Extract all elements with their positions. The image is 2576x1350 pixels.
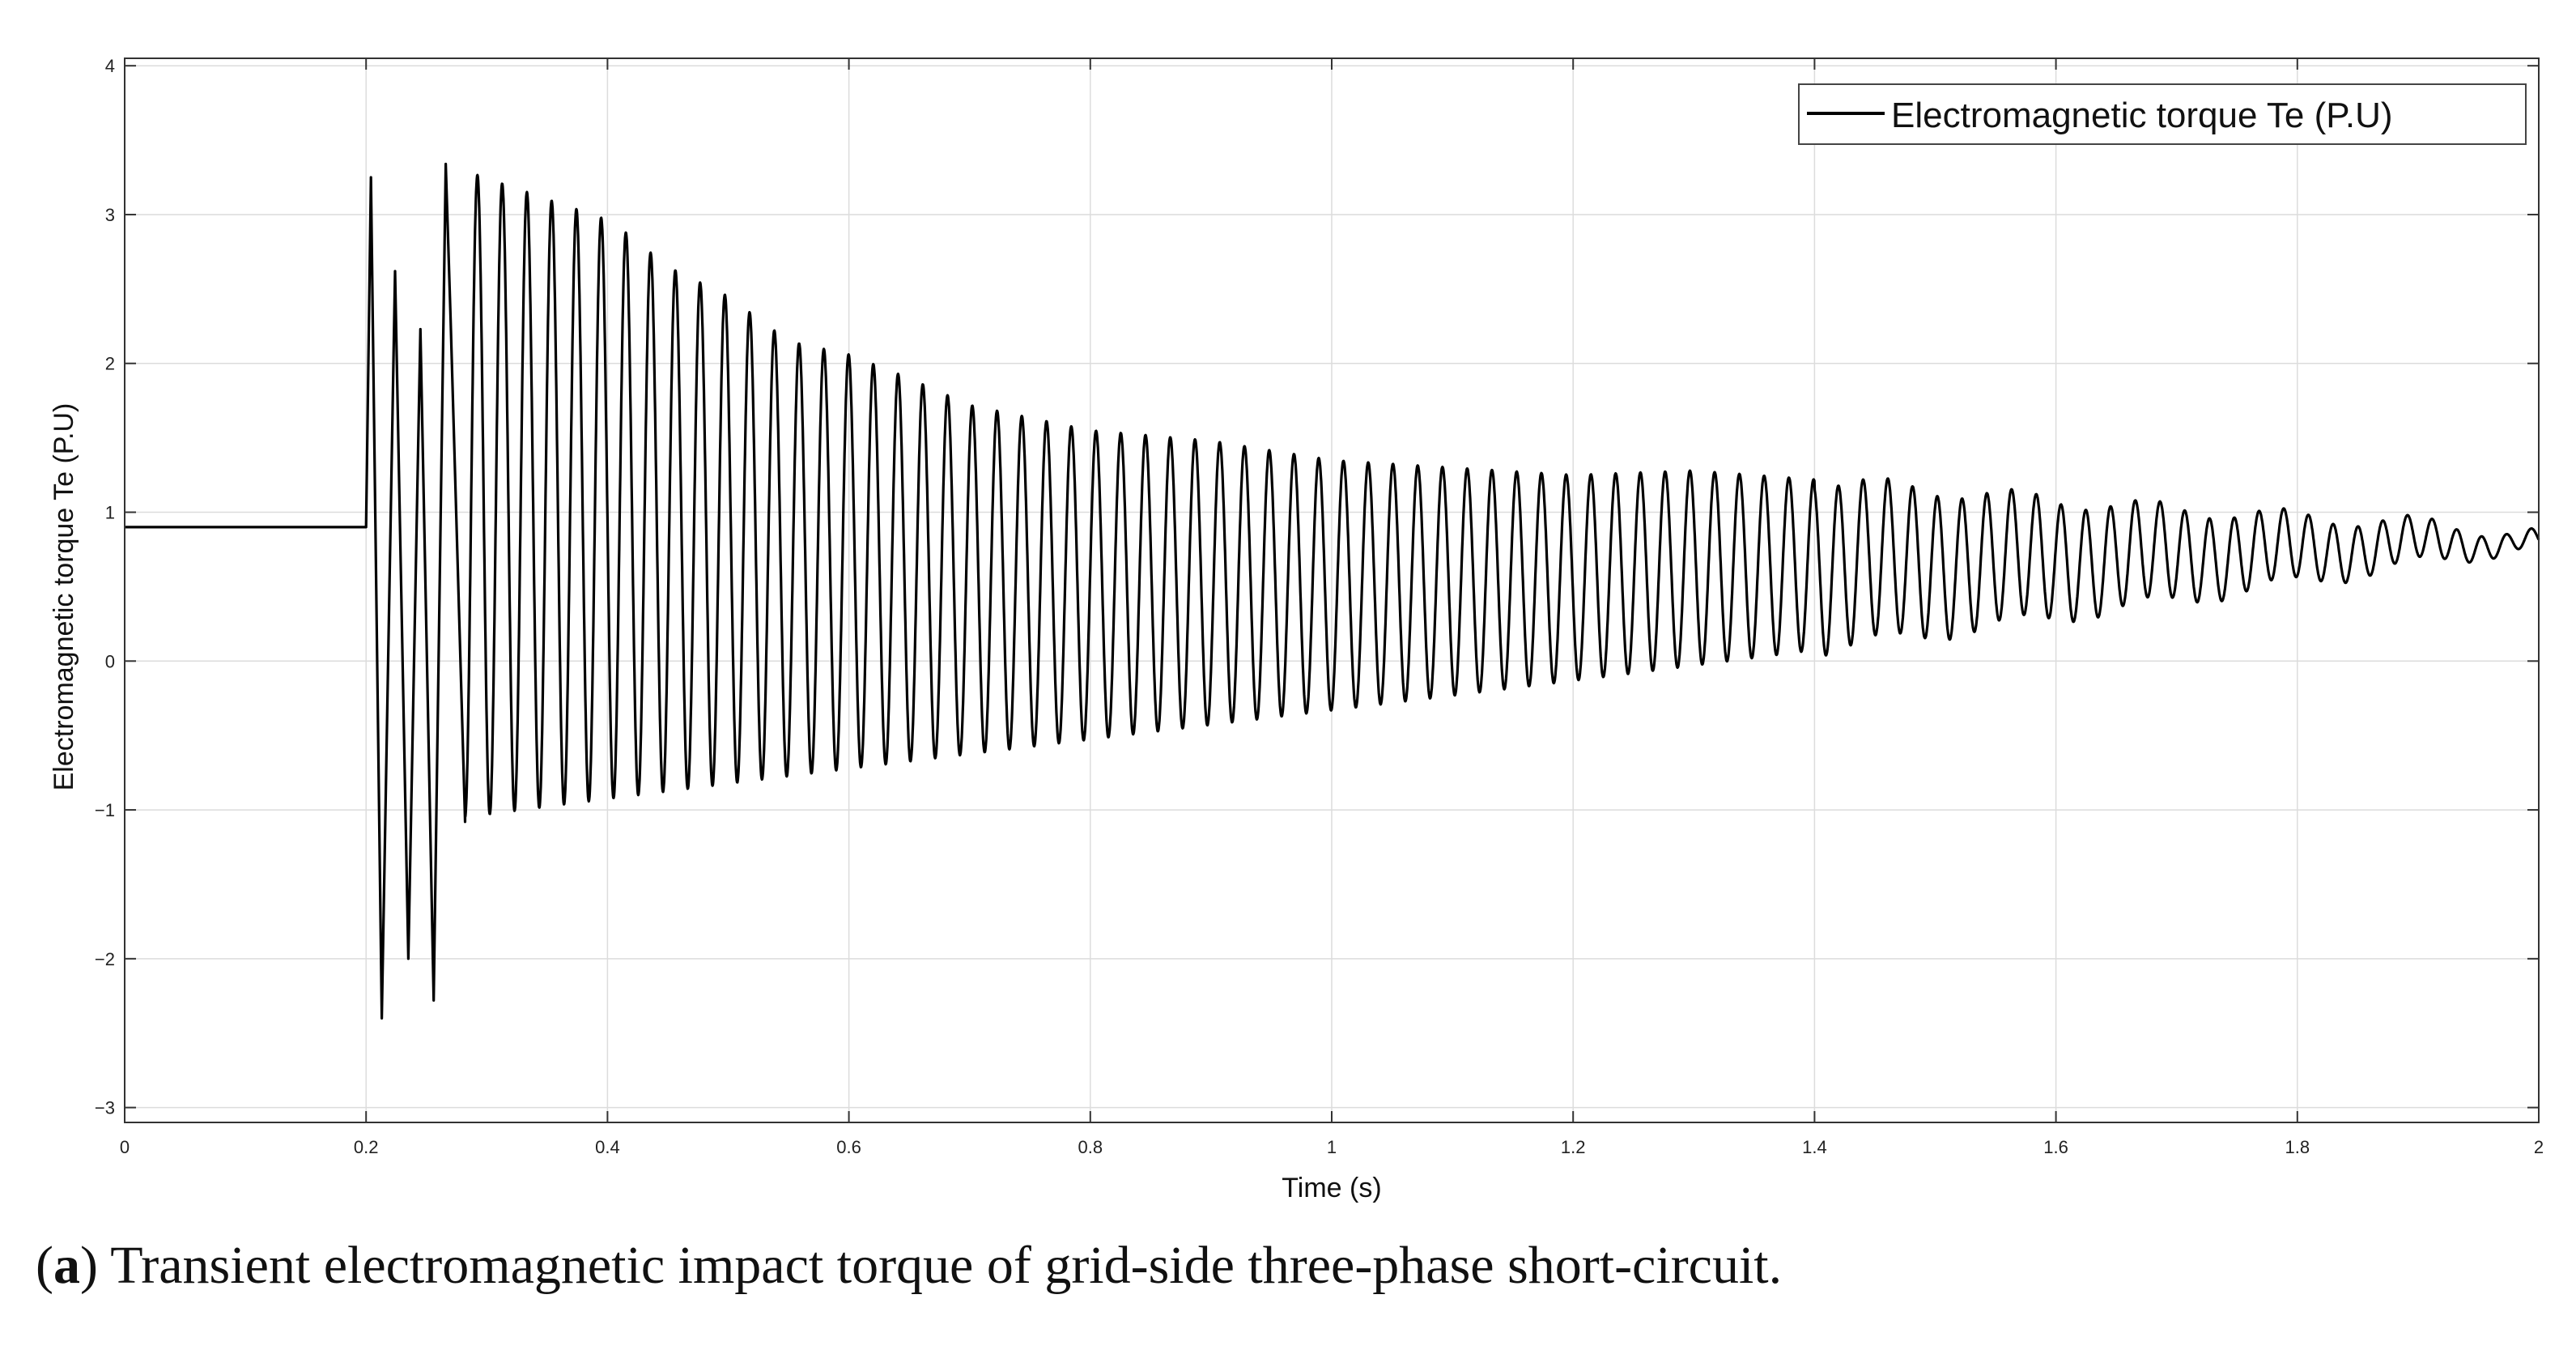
series-layer — [125, 162, 2540, 1020]
series-line-te — [125, 162, 2540, 1020]
x-tick-label: 0.4 — [595, 1137, 620, 1157]
x-tick-label: 0.6 — [836, 1137, 861, 1157]
y-tick-label: −3 — [95, 1098, 115, 1118]
y-tick-label: −1 — [95, 800, 115, 820]
x-tick-label: 0.2 — [354, 1137, 379, 1157]
x-tick-label: 1.4 — [1802, 1137, 1827, 1157]
x-axis-label: Time (s) — [1282, 1173, 1381, 1203]
legend-box — [1798, 83, 2527, 145]
caption-text: Transient electromagnetic impact torque … — [110, 1236, 1783, 1295]
y-tick-label: 0 — [105, 651, 115, 671]
x-tick-label: 1.8 — [2285, 1137, 2310, 1157]
x-tick-label: 2 — [2534, 1137, 2544, 1157]
ticks: 0 0.2 0.4 0.6 0.8 1 1.2 1.4 1.6 1.8 2 −3 −2 −1 0 1 2 3 4 — [95, 56, 2544, 1157]
x-tick-label: 0.8 — [1078, 1137, 1103, 1157]
y-tick-label: 4 — [105, 56, 115, 76]
caption-label: a — [53, 1236, 80, 1295]
y-tick-label: 1 — [105, 503, 115, 523]
y-tick-label: −2 — [95, 949, 115, 969]
y-axis-label: Electromagnetic torque Te (P.U) — [49, 403, 79, 791]
y-tick-label: 3 — [105, 205, 115, 225]
x-tick-label: 0 — [120, 1137, 130, 1157]
x-tick-label: 1 — [1327, 1137, 1337, 1157]
y-tick-label: 2 — [105, 354, 115, 374]
legend-entry: Electromagnetic torque Te (P.U) — [1891, 96, 2393, 135]
figure-caption: (a) Transient electromagnetic impact tor… — [36, 1236, 1783, 1295]
x-tick-label: 1.6 — [2043, 1137, 2068, 1157]
x-tick-label: 1.2 — [1561, 1137, 1586, 1157]
legend: Electromagnetic torque Te (P.U) — [1798, 83, 2527, 145]
